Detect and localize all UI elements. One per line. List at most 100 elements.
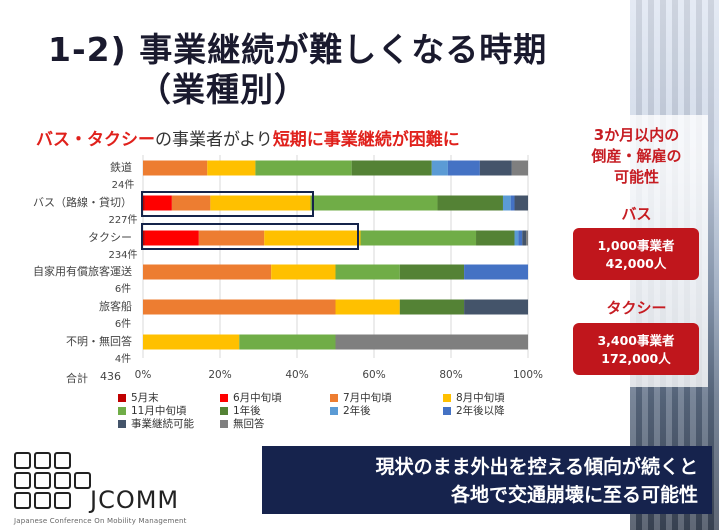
legend-label: 7月中旬頃 (343, 392, 392, 404)
highlight-box-bus (141, 191, 314, 217)
title-line-1: 1-2) 事業継続が難しくなる時期 (48, 30, 548, 69)
bus-risk-box: 1,000事業者 42,000人 (573, 228, 699, 280)
bar-segment (335, 264, 400, 280)
bar-segment (511, 160, 528, 176)
count-label: 6件 (114, 284, 132, 295)
taxi-people: 172,000人 (601, 351, 671, 366)
bar-segment (143, 160, 208, 176)
bar-segment (510, 195, 515, 211)
conclusion-banner: 現状のまま外出を控える傾向が続くと 各地で交通崩壊に至る可能性 (262, 446, 712, 514)
legend-swatch (443, 407, 451, 415)
bar-segment (522, 230, 527, 246)
bar-segment (143, 230, 145, 246)
legend-label: 8月中旬頃 (456, 392, 505, 404)
bar-segment (171, 195, 211, 211)
x-tick-label: 60% (362, 369, 385, 381)
legend-item: 2年後 (330, 403, 371, 418)
legend-label: 11月中旬頃 (131, 405, 187, 417)
risk-heading-line-2: 倒産・解雇の (591, 147, 682, 165)
legend-label: 6月中旬頃 (233, 392, 282, 404)
risk-heading-line-3: 可能性 (613, 168, 659, 186)
bar-segment (143, 299, 336, 315)
x-tick-label: 100% (513, 369, 543, 381)
x-tick-label: 20% (208, 369, 231, 381)
risk-heading-line-1: 3か月以内の (593, 126, 680, 144)
bar-segment (351, 160, 432, 176)
bar-segment (144, 230, 199, 246)
x-tick-label: 0% (135, 369, 152, 381)
legend-swatch (220, 420, 228, 428)
bus-label: バス (621, 205, 652, 223)
count-label: 4件 (114, 354, 132, 365)
highlight-box-taxi (141, 223, 359, 250)
bar-segment (464, 264, 528, 280)
legend-swatch (220, 394, 228, 402)
category-label: 自家用有償旅客運送 (33, 265, 132, 278)
legend-swatch (443, 394, 451, 402)
legend-item: 1年後 (220, 403, 261, 418)
bar-segment (335, 299, 400, 315)
jcomm-logo-mark (14, 450, 92, 510)
legend-item: 2年後以降 (443, 403, 505, 418)
category-label: タクシー (88, 231, 132, 244)
legend-swatch (118, 394, 126, 402)
bar-segment (399, 264, 465, 280)
legend-item: 11月中旬頃 (118, 403, 186, 418)
count-label: 24件 (111, 180, 135, 191)
subtitle-highlight-2: 短期に事業継続が困難に (272, 130, 460, 150)
bar-segment (271, 264, 336, 280)
bus-businesses: 1,000事業者 (597, 238, 675, 253)
logo-name: JCOMM (90, 486, 180, 514)
legend-label: 事業継続可能 (131, 418, 194, 430)
bar-segment (310, 195, 438, 211)
slide-title: 1-2) 事業継続が難しくなる時期 （業種別） (48, 30, 568, 110)
banner-line-2: 各地で交通崩壊に至る可能性 (450, 484, 698, 506)
category-label: 鉄道 (110, 161, 132, 174)
taxi-businesses: 3,400事業者 (597, 333, 675, 348)
bar-segment (464, 299, 528, 315)
banner-line-1: 現状のまま外出を控える傾向が続くと (375, 456, 698, 478)
count-label: 234件 (108, 250, 138, 261)
bar-segment (399, 299, 465, 315)
subtitle-middle: の事業者がより (155, 130, 273, 150)
bar-segment (207, 160, 256, 176)
count-label: 6件 (114, 319, 132, 330)
bar-segment (476, 230, 515, 246)
bar-segment (143, 334, 240, 350)
x-tick-label: 40% (285, 369, 308, 381)
legend-item: 7月中旬頃 (330, 390, 392, 405)
legend-item: 無回答 (220, 416, 265, 431)
legend-swatch (330, 394, 338, 402)
legend-label: 5月末 (131, 392, 159, 404)
taxi-label: タクシー (606, 299, 667, 317)
bar-segment (447, 160, 480, 176)
bar-segment (479, 160, 512, 176)
legend-item: 事業継続可能 (118, 416, 194, 431)
bar-segment (198, 230, 265, 246)
legend-item: 6月中旬頃 (220, 390, 282, 405)
count-label: 227件 (108, 215, 138, 226)
bar-segment (502, 195, 511, 211)
bar-segment (255, 160, 352, 176)
bar-segment (143, 195, 145, 211)
legend-label: 1年後 (233, 405, 261, 417)
legend-swatch (330, 407, 338, 415)
legend-label: 2年後 (343, 405, 371, 417)
bar-segment (143, 264, 272, 280)
legend-swatch (220, 407, 228, 415)
bar-segment (335, 334, 528, 350)
x-tick-label: 80% (439, 369, 462, 381)
bus-people: 42,000人 (605, 256, 667, 271)
title-line-2: （業種別） (138, 70, 308, 109)
category-label: 不明・無回答 (66, 335, 132, 348)
logo-subtitle: Japanese Conference On Mobility Manageme… (14, 517, 187, 525)
legend-label: 2年後以降 (456, 405, 505, 417)
legend-item: 5月末 (118, 390, 159, 405)
bar-segment (144, 195, 172, 211)
total-value: 436 (100, 370, 121, 383)
subtitle-highlight-1: バス・タクシー (36, 130, 155, 150)
bar-segment (526, 230, 528, 246)
legend-swatch (118, 420, 126, 428)
bar-segment (360, 230, 477, 246)
legend-swatch (118, 407, 126, 415)
